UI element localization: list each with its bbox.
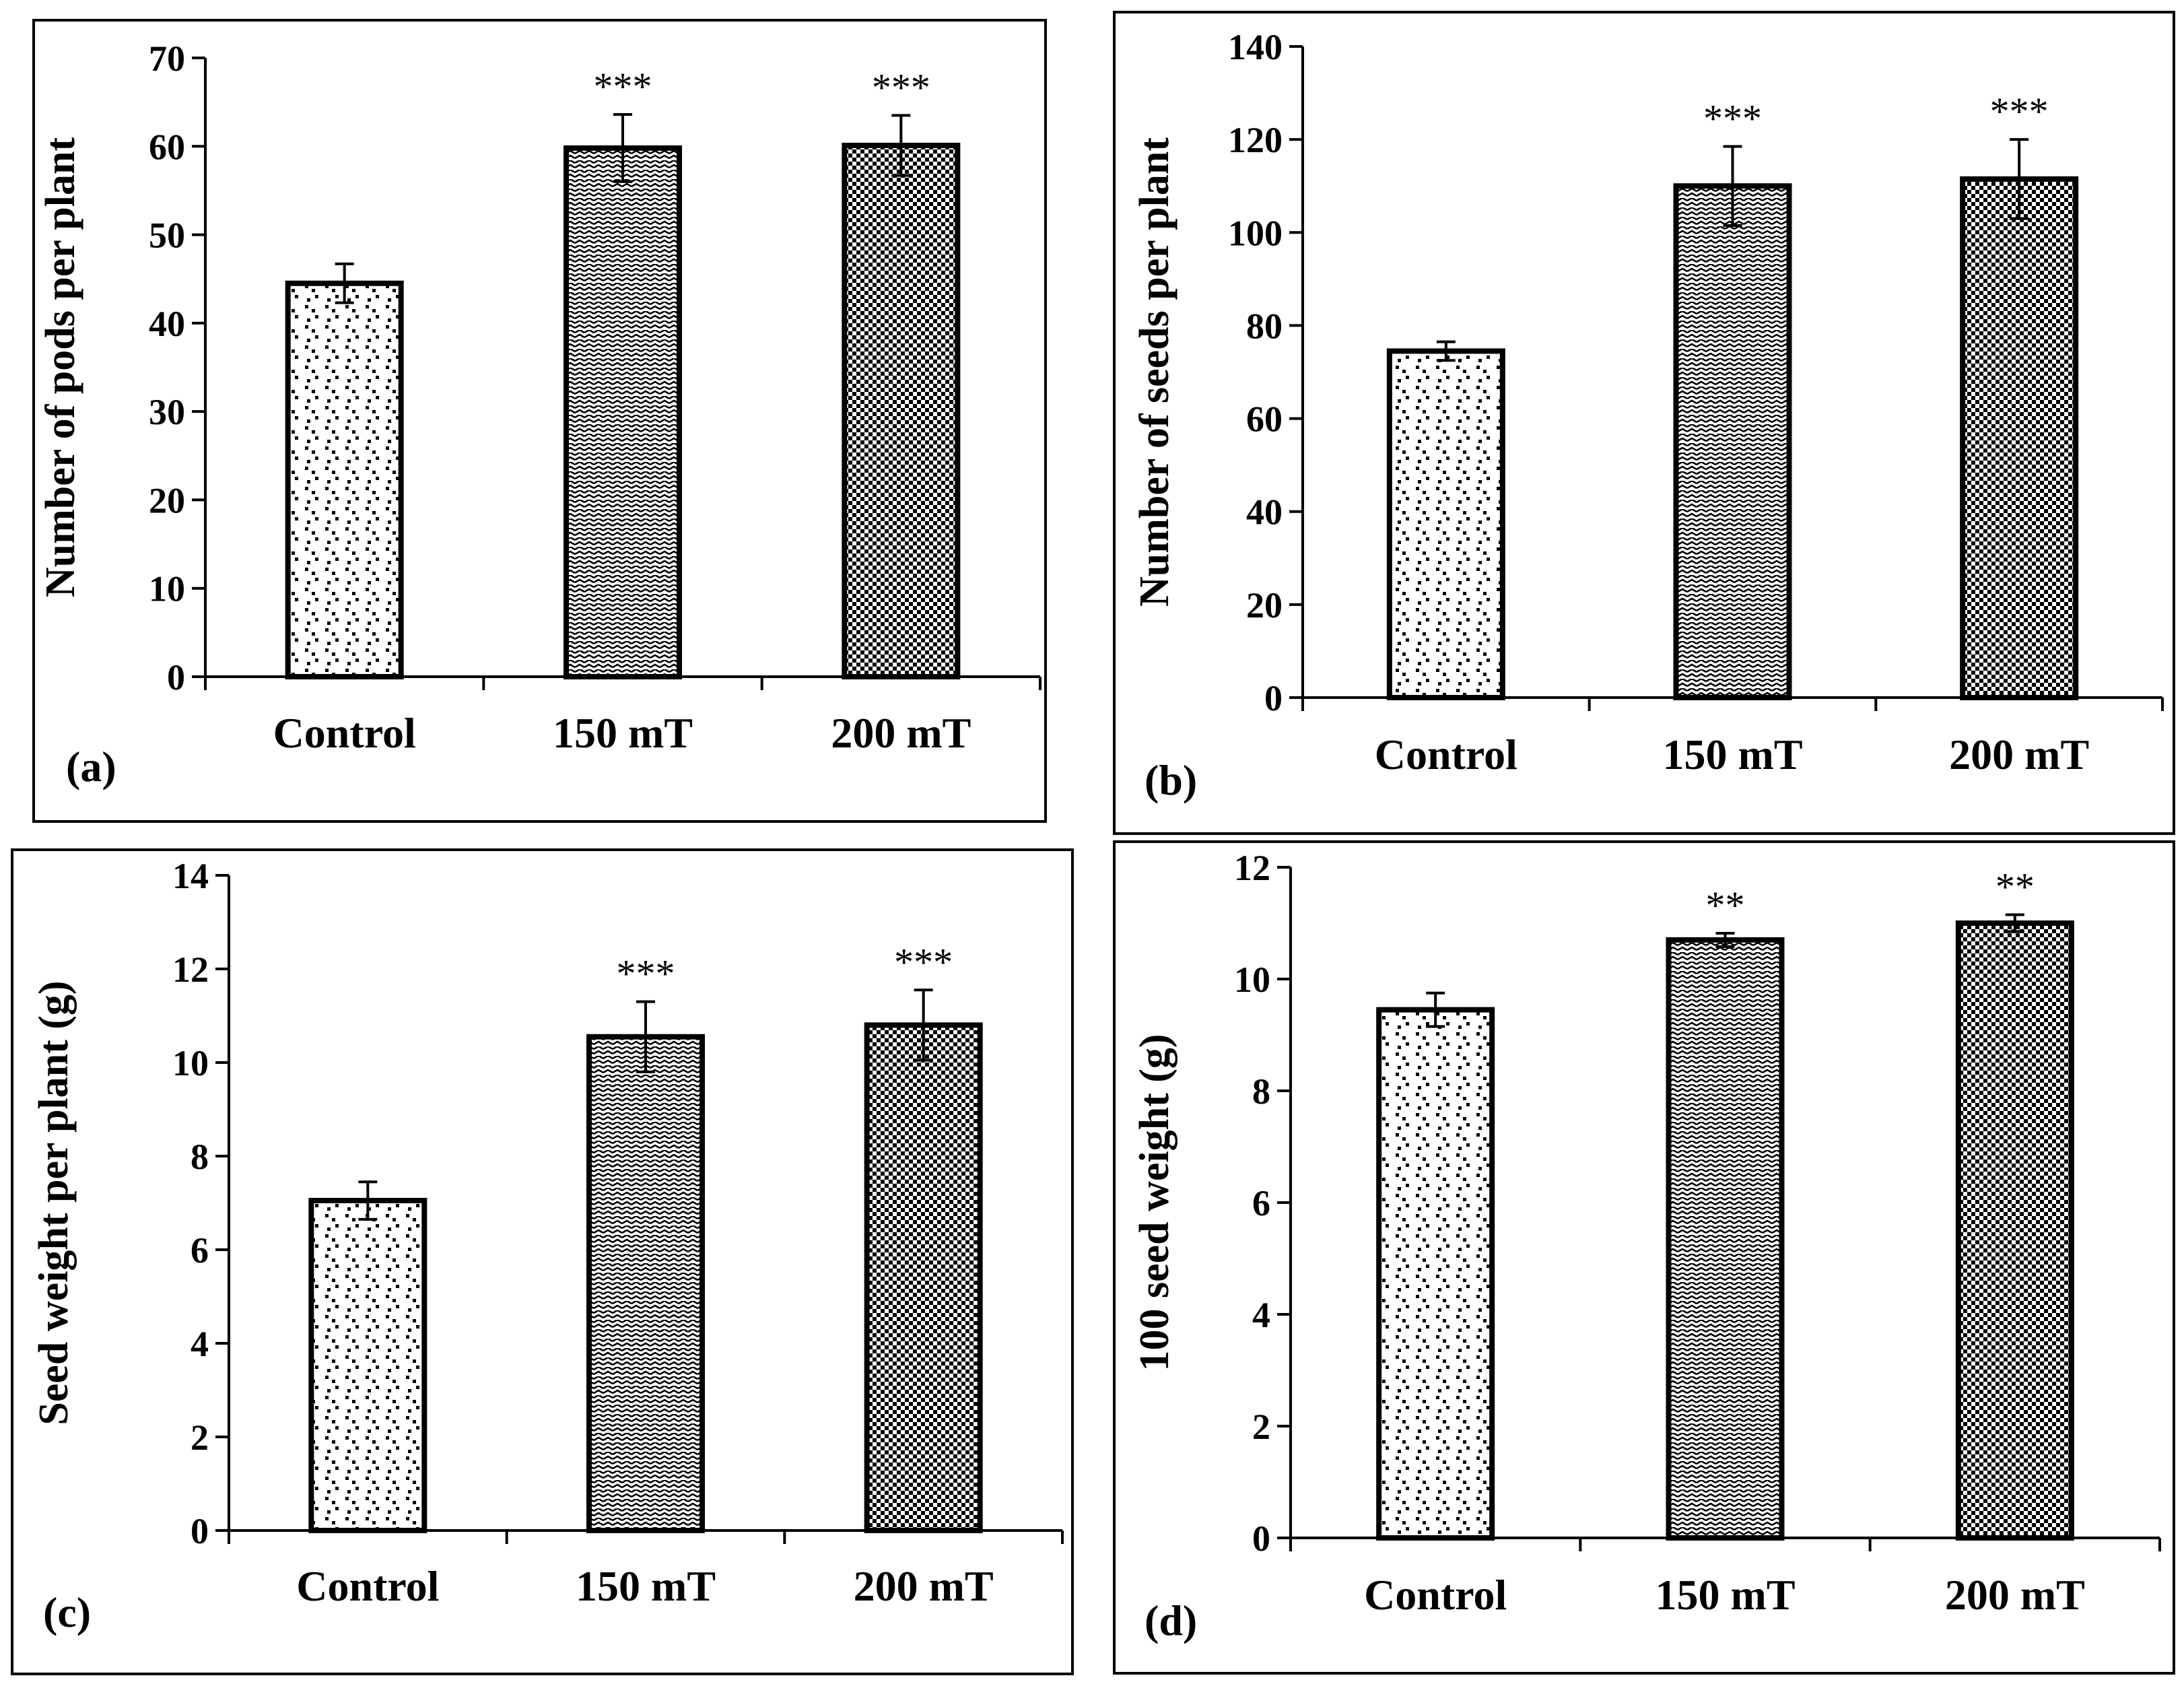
y-tick-label: 10 <box>1234 960 1270 1000</box>
y-tick-label: 12 <box>1234 848 1270 888</box>
y-axis-title: Number of seeds per plant <box>1132 137 1178 607</box>
category-label: Control <box>1364 1571 1507 1619</box>
bar-checker <box>1960 176 2079 700</box>
panel-label: (a) <box>66 743 116 790</box>
panel-label: (b) <box>1145 756 1197 804</box>
category-label: Control <box>273 709 416 757</box>
y-tick-label: 6 <box>191 1230 209 1271</box>
y-tick-label: 120 <box>1228 120 1283 160</box>
bar-checker <box>842 142 961 680</box>
y-tick-label: 50 <box>149 215 185 256</box>
significance-label: *** <box>1990 90 2049 133</box>
y-tick-label: 0 <box>191 1511 209 1551</box>
bar-checker <box>864 1022 983 1533</box>
bar-zigzag <box>564 145 682 679</box>
bar-dots <box>1386 348 1505 700</box>
y-tick-label: 8 <box>1252 1071 1270 1112</box>
category-label: 200 mT <box>1945 1571 2085 1619</box>
panel-c: 0 2 4 6 8 10 12 14 Control *** 150 mT *** 200 mT Seed… <box>11 848 1074 1675</box>
y-tick-label: 2 <box>191 1417 209 1458</box>
category-label: 150 mT <box>1656 1571 1796 1619</box>
panel-label: (d) <box>1145 1596 1197 1644</box>
significance-label: *** <box>872 65 930 109</box>
y-tick-label: 0 <box>1264 678 1283 718</box>
category-label: 200 mT <box>1949 731 2089 778</box>
significance-label: *** <box>594 65 652 108</box>
y-axis-title: Number of pods per plant <box>38 137 83 598</box>
y-tick-label: 10 <box>149 569 185 609</box>
significance-label: *** <box>617 952 675 996</box>
bar-zigzag <box>586 1034 705 1533</box>
y-tick-label: 14 <box>172 856 209 896</box>
y-tick-label: 4 <box>1252 1295 1270 1335</box>
y-tick-label: 60 <box>149 127 185 167</box>
y-tick-label: 4 <box>191 1324 209 1364</box>
y-tick-label: 0 <box>167 657 185 698</box>
y-tick-label: 12 <box>172 949 209 990</box>
bar-zigzag <box>1666 937 1785 1541</box>
bar-dots <box>285 280 404 679</box>
y-tick-label: 8 <box>191 1137 209 1177</box>
category-label: Control <box>296 1562 439 1610</box>
y-tick-label: 30 <box>149 392 185 432</box>
bar-checker <box>1955 920 2074 1541</box>
y-tick-label: 10 <box>172 1043 209 1083</box>
y-tick-label: 40 <box>149 304 185 344</box>
y-tick-label: 20 <box>1246 585 1283 626</box>
y-tick-label: 140 <box>1228 27 1283 67</box>
significance-label: ** <box>1706 883 1745 927</box>
panel-b: 0 20 40 60 80 100 120 140 Control *** 150 mT *** 200… <box>1113 11 2175 835</box>
category-label: 150 mT <box>1663 731 1803 778</box>
significance-label: ** <box>1995 865 2035 909</box>
category-label: 200 mT <box>831 709 971 757</box>
bar-dots <box>308 1198 428 1534</box>
y-tick-label: 40 <box>1246 492 1283 533</box>
bar-dots <box>1376 1007 1495 1541</box>
significance-label: *** <box>1703 97 1762 141</box>
y-tick-label: 0 <box>1252 1518 1270 1559</box>
y-tick-label: 6 <box>1252 1183 1270 1223</box>
category-label: 150 mT <box>576 1562 716 1610</box>
y-tick-label: 100 <box>1228 213 1283 253</box>
category-label: Control <box>1375 731 1517 778</box>
y-tick-label: 2 <box>1252 1407 1270 1447</box>
category-label: 150 mT <box>553 709 693 757</box>
panel-label: (c) <box>43 1588 91 1636</box>
y-tick-label: 60 <box>1246 399 1283 440</box>
panel-d: 0 2 4 6 8 10 12 Control ** 150 mT ** 200 mT 100 seed… <box>1113 840 2175 1675</box>
panel-a: 0 10 20 30 40 50 60 70 Control *** 150 mT *** 200 mT… <box>32 19 1047 823</box>
y-axis-title: 100 seed weight (g) <box>1132 1034 1178 1371</box>
y-tick-label: 20 <box>149 480 185 520</box>
category-label: 200 mT <box>854 1562 994 1610</box>
y-axis-title: Seed weight per plant (g) <box>31 980 77 1425</box>
y-tick-label: 80 <box>1246 306 1283 346</box>
y-tick-label: 70 <box>149 38 185 79</box>
significance-label: *** <box>894 940 953 984</box>
bar-zigzag <box>1673 183 1792 700</box>
